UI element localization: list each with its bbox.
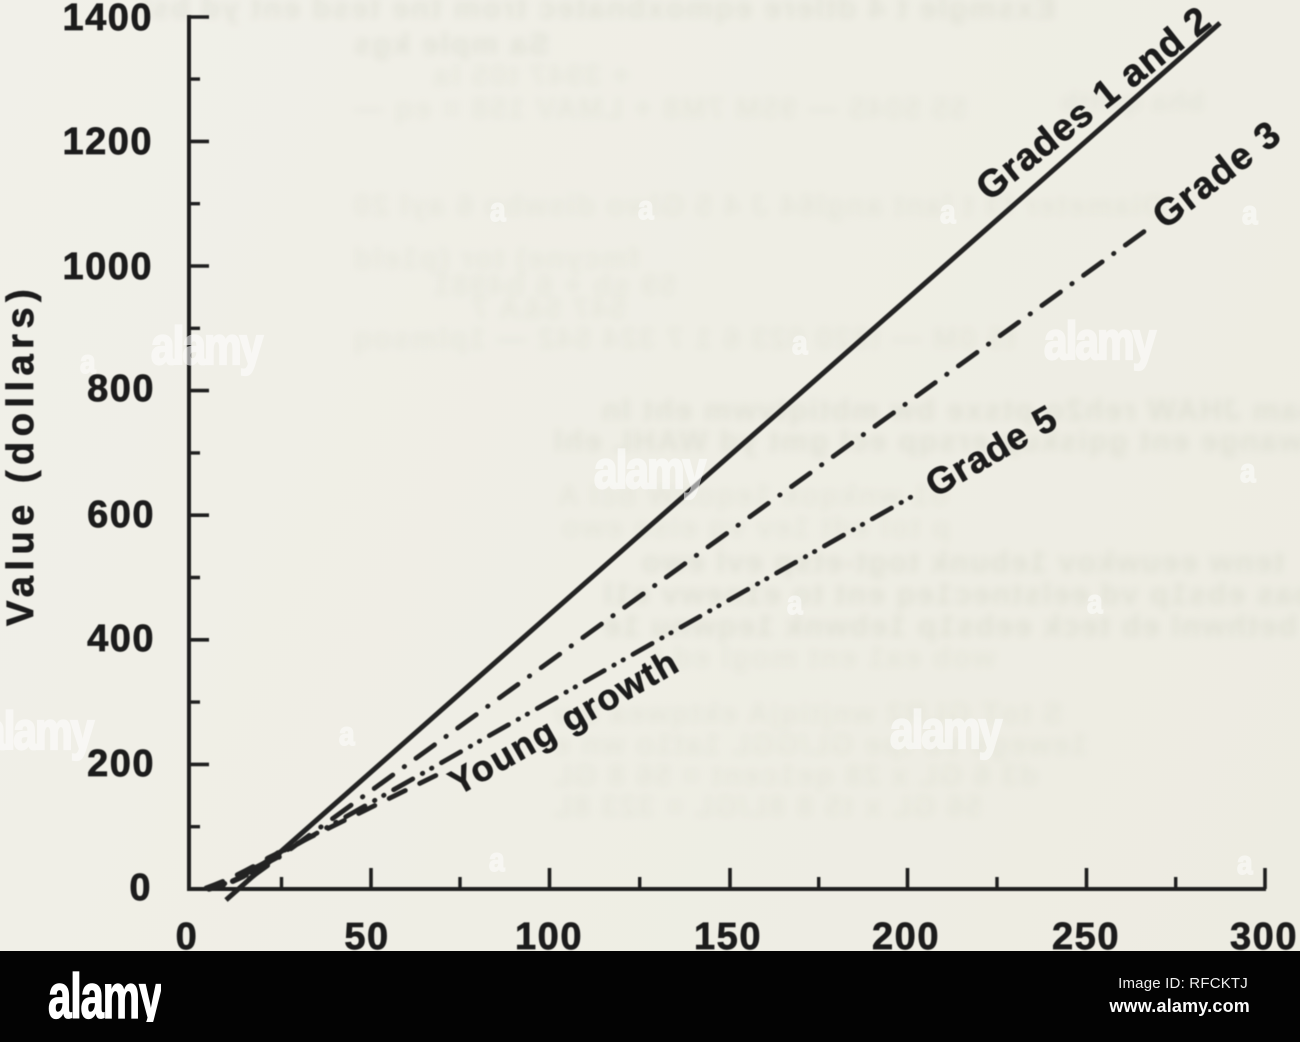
svg-text:Grade 3: Grade 3 [1144,112,1289,237]
svg-text:0: 0 [129,867,152,909]
svg-text:1000: 1000 [62,246,153,288]
svg-text:1200: 1200 [62,121,153,163]
svg-text:Young growth: Young growth [442,641,686,803]
svg-text:Value (dollars): Value (dollars) [0,284,42,626]
svg-text:1400: 1400 [62,0,153,39]
svg-text:800: 800 [87,368,155,410]
svg-text:0: 0 [176,916,199,958]
svg-text:400: 400 [87,618,155,660]
svg-text:200: 200 [87,743,155,785]
svg-text:600: 600 [87,494,155,536]
svg-text:Grade 5: Grade 5 [919,397,1065,505]
